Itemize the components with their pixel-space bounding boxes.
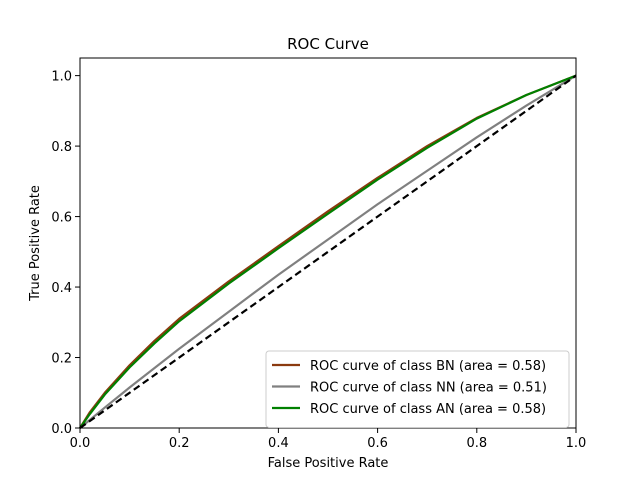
x-tick-label: 0.0 [70, 436, 91, 451]
legend-label: ROC curve of class BN (area = 0.58) [310, 359, 546, 374]
x-tick-label: 0.4 [268, 436, 289, 451]
chart-title: ROC Curve [287, 35, 369, 53]
x-tick-label: 0.6 [367, 436, 388, 451]
y-tick-label: 0.4 [51, 281, 72, 296]
x-tick-label: 0.2 [169, 436, 190, 451]
y-tick-label: 0.6 [51, 211, 72, 226]
series-line-2 [79, 74, 577, 429]
legend-label: ROC curve of class NN (area = 0.51) [310, 381, 547, 396]
series-layer [79, 74, 577, 429]
diagonal-reference-line [79, 74, 577, 429]
series-line-1 [79, 74, 577, 429]
y-tick-label: 0.8 [51, 140, 72, 155]
y-tick-label: 0.0 [51, 422, 72, 437]
y-axis: 0.0 0.2 0.4 0.6 0.8 1.0 [51, 70, 80, 437]
y-tick-label: 0.2 [51, 352, 72, 367]
x-axis-title: False Positive Rate [268, 456, 389, 471]
x-tick-label: 0.8 [466, 436, 487, 451]
x-tick-label: 1.0 [566, 436, 587, 451]
y-tick-label: 1.0 [51, 70, 72, 85]
x-axis: 0.0 0.2 0.4 0.6 0.8 1.0 [70, 428, 587, 451]
y-axis-title: True Positive Rate [28, 185, 43, 302]
legend-label: ROC curve of class AN (area = 0.58) [310, 402, 546, 417]
legend-box [265, 350, 570, 428]
legend: ROC curve of class BN (area = 0.58) ROC c… [265, 350, 570, 428]
